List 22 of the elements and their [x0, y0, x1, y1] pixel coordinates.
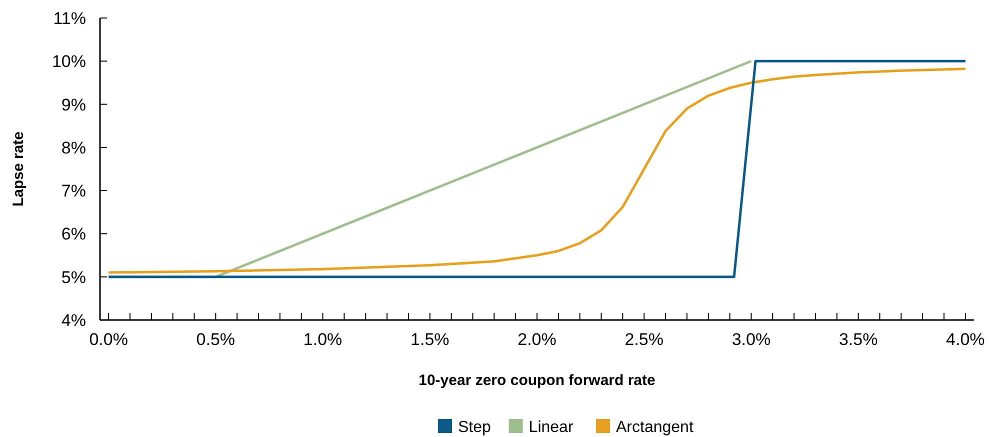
y-tick-label: 4%: [61, 311, 86, 330]
y-tick-label: 5%: [61, 268, 86, 287]
x-tick-label: 3.5%: [838, 330, 878, 349]
y-tick-label: 11%: [53, 9, 86, 28]
y-tick-label: 8%: [61, 138, 86, 158]
x-tick-label: 2.0%: [518, 330, 556, 349]
y-axis-title: Lapse rate: [10, 131, 27, 207]
x-tick-label: 1.0%: [303, 330, 342, 349]
legend-label: Step: [458, 419, 492, 436]
legend-label: Linear: [528, 419, 574, 436]
x-tick-label: 1.5%: [410, 330, 450, 349]
x-axis-title: 10-year zero coupon forward rate: [418, 372, 656, 389]
y-tick-label: 9%: [61, 95, 86, 114]
x-tick-label: 0.0%: [89, 330, 128, 349]
y-tick-label: 10%: [52, 52, 86, 72]
x-tick-label: 4.0%: [946, 330, 985, 349]
x-tick-label: 0.5%: [196, 330, 236, 349]
x-tick-label: 2.5%: [624, 330, 664, 349]
y-tick-label: 6%: [61, 224, 86, 244]
y-tick-label: 7%: [61, 182, 86, 201]
x-tick-label: 3.0%: [732, 330, 771, 349]
legend-label: Arctangent: [616, 419, 694, 436]
